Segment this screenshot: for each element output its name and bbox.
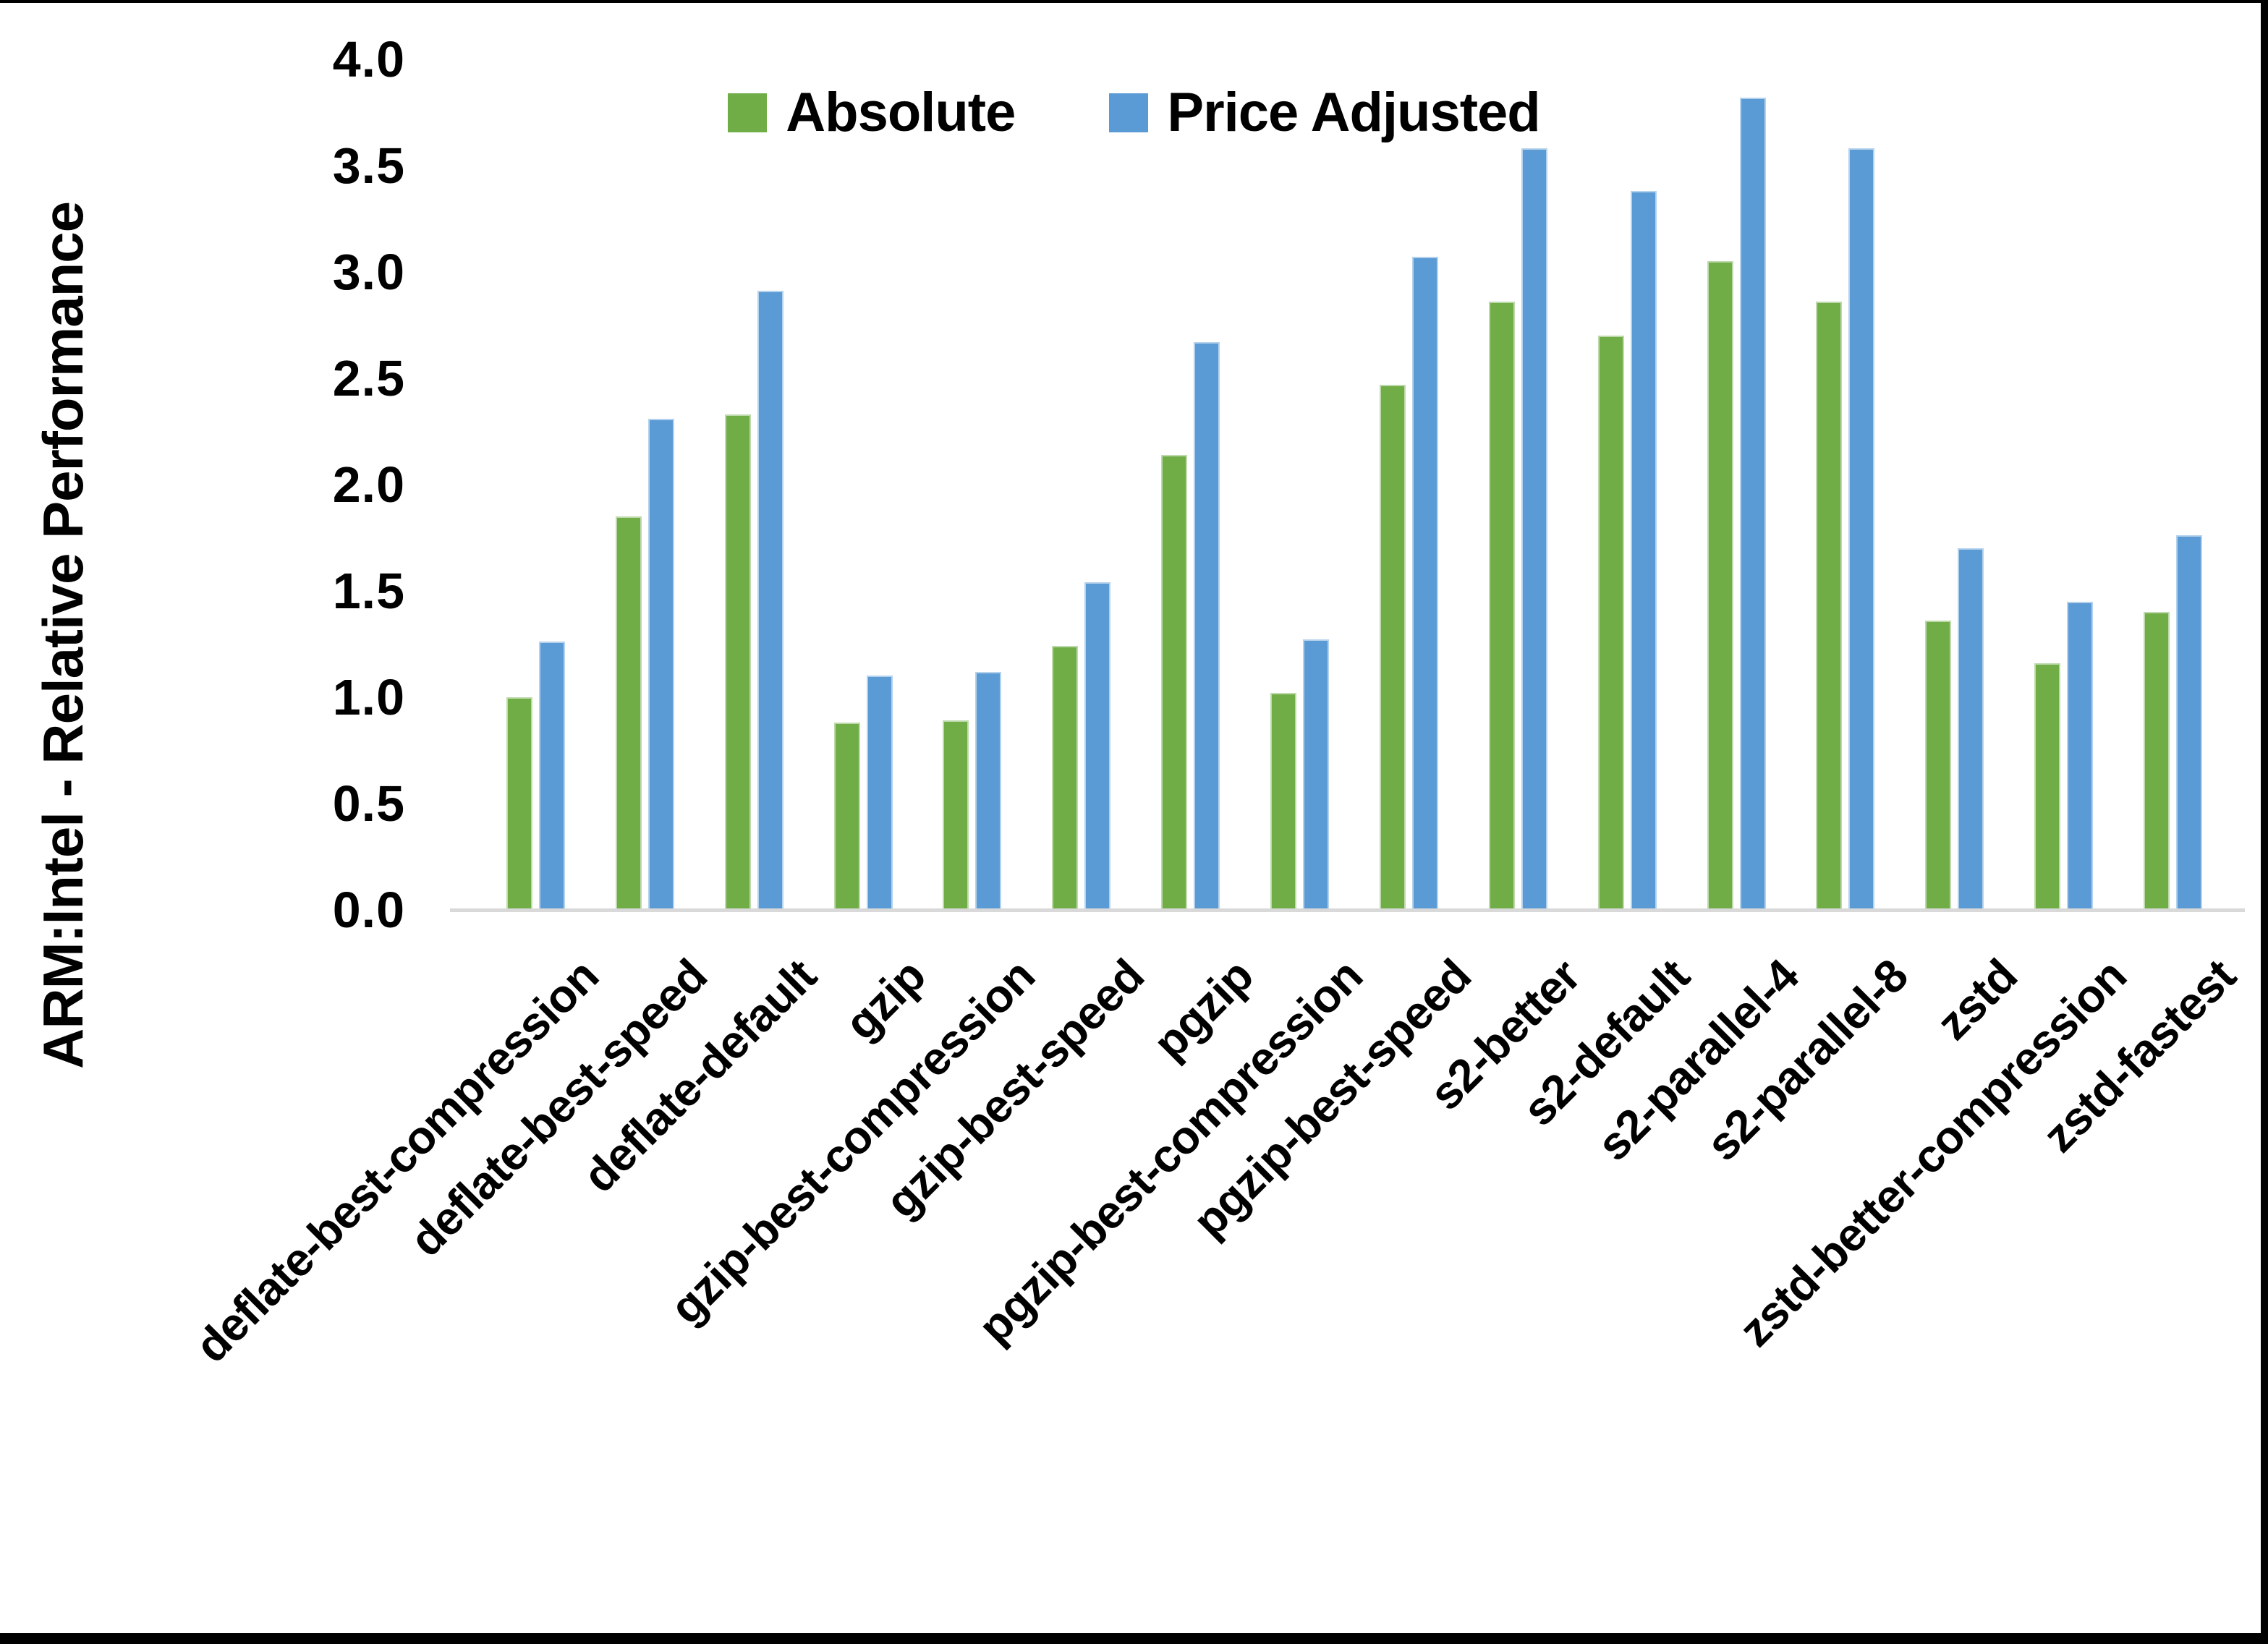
legend-item-absolute: Absolute bbox=[728, 81, 1016, 144]
y-tick-label-3.0: 3.0 bbox=[332, 243, 405, 300]
frame-border-right bbox=[2261, 0, 2268, 1644]
bar-absolute-gzip-best-speed bbox=[1052, 646, 1079, 910]
bar-price-adjusted-gzip-best-compression bbox=[975, 671, 1002, 910]
frame-border-top bbox=[0, 0, 2268, 3]
y-tick-label-0.5: 0.5 bbox=[332, 775, 405, 832]
bar-absolute-pgzip-best-speed bbox=[1379, 384, 1406, 910]
bar-price-adjusted-deflate-best-compression bbox=[539, 642, 565, 910]
bar-price-adjusted-pgzip bbox=[1194, 341, 1220, 910]
bar-price-adjusted-zstd-better-compression bbox=[2067, 601, 2094, 910]
bar-absolute-zstd bbox=[1925, 621, 1952, 910]
x-axis-line bbox=[450, 908, 2245, 912]
bar-absolute-s2-better bbox=[1488, 301, 1515, 910]
bar-absolute-s2-parallel-8 bbox=[1816, 301, 1843, 910]
bar-absolute-pgzip-best-compression bbox=[1270, 693, 1297, 910]
y-tick-label-0.0: 0.0 bbox=[332, 882, 405, 938]
bar-absolute-zstd-fastest bbox=[2144, 612, 2170, 910]
bar-price-adjusted-zstd bbox=[1958, 548, 1984, 910]
bar-absolute-deflate-best-speed bbox=[615, 516, 642, 910]
chart-legend: Absolute Price Adjusted bbox=[0, 81, 2268, 144]
y-tick-label-2.0: 2.0 bbox=[332, 456, 405, 513]
legend-swatch-price-adjusted-icon bbox=[1109, 93, 1149, 132]
bar-price-adjusted-gzip bbox=[866, 676, 893, 910]
bar-price-adjusted-s2-parallel-8 bbox=[1848, 148, 1875, 910]
y-tick-label-3.5: 3.5 bbox=[332, 137, 405, 194]
bar-absolute-gzip bbox=[833, 723, 860, 910]
legend-swatch-absolute-icon bbox=[728, 93, 768, 132]
bar-absolute-zstd-better-compression bbox=[2034, 663, 2061, 910]
bar-absolute-pgzip bbox=[1161, 454, 1188, 910]
bar-price-adjusted-zstd-fastest bbox=[2176, 535, 2203, 910]
bar-absolute-deflate-best-compression bbox=[506, 697, 532, 910]
bar-price-adjusted-s2-default bbox=[1630, 190, 1657, 910]
bar-price-adjusted-pgzip-best-compression bbox=[1303, 639, 1330, 910]
bar-price-adjusted-gzip-best-speed bbox=[1084, 582, 1111, 910]
y-axis-title: ARM:Intel - Relative Performance bbox=[31, 202, 95, 1069]
y-tick-label-1.0: 1.0 bbox=[332, 668, 405, 725]
bar-absolute-s2-parallel-4 bbox=[1707, 260, 1733, 910]
bar-price-adjusted-s2-better bbox=[1521, 148, 1547, 910]
y-tick-label-2.5: 2.5 bbox=[332, 349, 405, 406]
frame-border-bottom bbox=[0, 1633, 2268, 1644]
legend-label-absolute: Absolute bbox=[786, 82, 1016, 143]
bar-price-adjusted-s2-parallel-4 bbox=[1739, 97, 1766, 910]
bar-price-adjusted-deflate-best-speed bbox=[647, 418, 674, 910]
bar-price-adjusted-pgzip-best-speed bbox=[1411, 257, 1438, 910]
bar-price-adjusted-deflate-default bbox=[757, 291, 783, 910]
bar-absolute-gzip-best-compression bbox=[943, 720, 969, 910]
bar-absolute-s2-default bbox=[1597, 335, 1624, 910]
legend-label-price-adjusted: Price Adjusted bbox=[1167, 82, 1540, 143]
legend-item-price-adjusted: Price Adjusted bbox=[1109, 81, 1541, 144]
bar-absolute-deflate-default bbox=[724, 414, 751, 910]
y-tick-label-1.5: 1.5 bbox=[332, 562, 405, 619]
y-tick-label-4.0: 4.0 bbox=[332, 30, 405, 88]
